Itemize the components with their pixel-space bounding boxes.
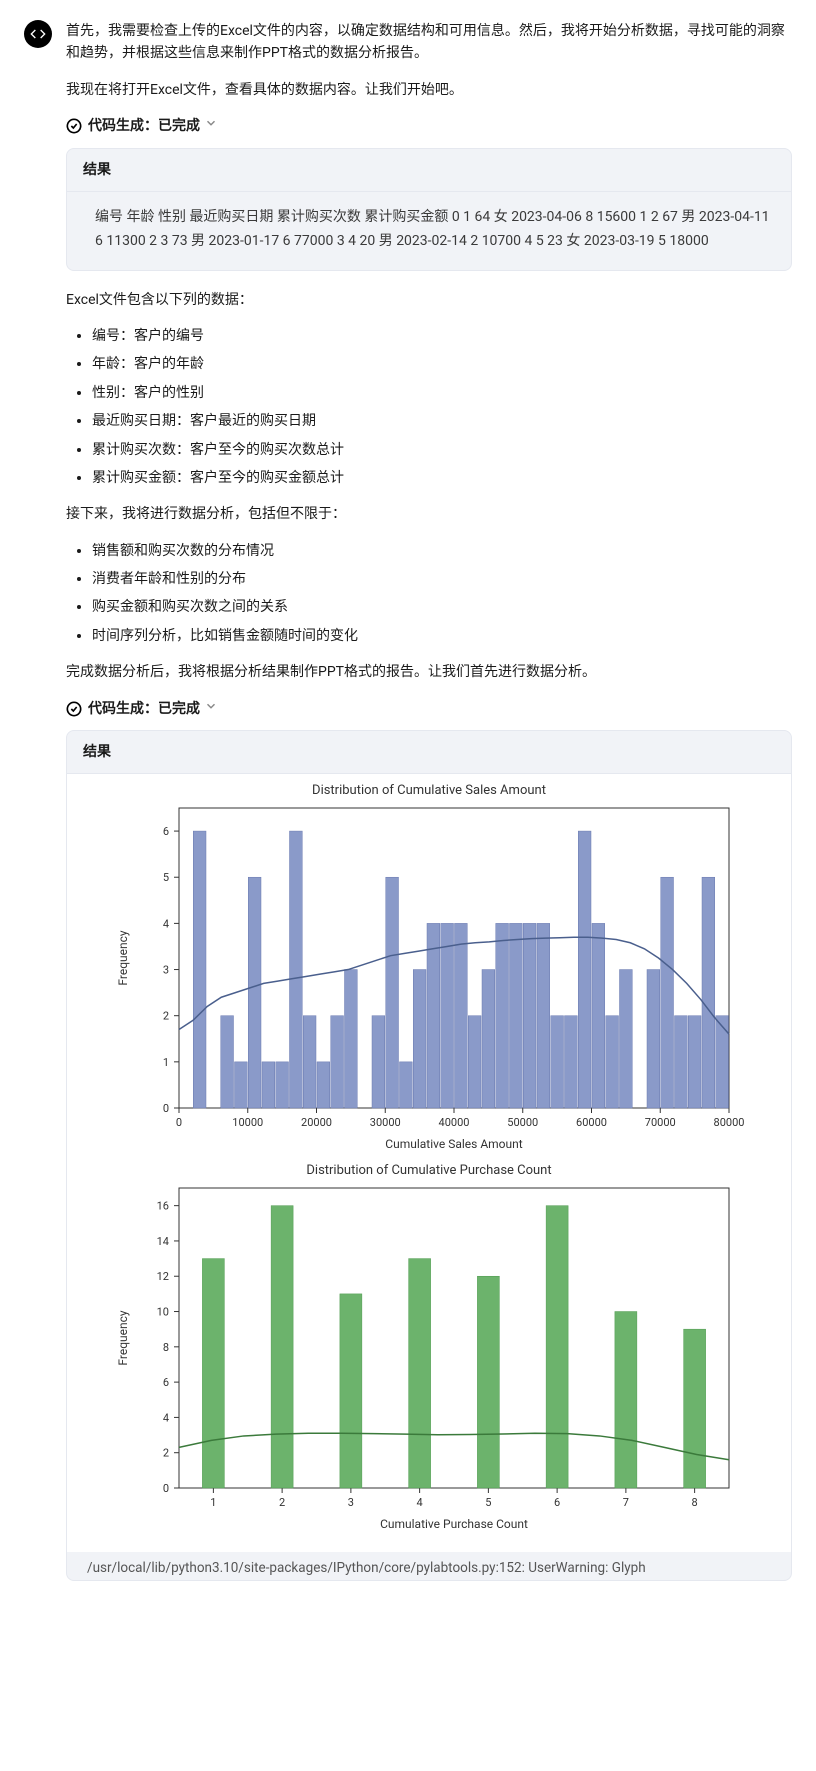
chart-sales-amount: Distribution of Cumulative Sales Amount 0…	[109, 778, 749, 1158]
result-header: 结果	[67, 731, 791, 774]
list-item: 时间序列分析，比如销售金额随时间的变化	[92, 625, 792, 647]
fields-list: 编号：客户的编号年龄：客户的年龄性别：客户的性别最近购买日期：客户最近的购买日期…	[66, 325, 792, 489]
svg-text:10: 10	[157, 1306, 169, 1319]
chevron-down-icon	[204, 115, 218, 137]
svg-text:8: 8	[163, 1341, 169, 1354]
svg-text:12: 12	[157, 1271, 169, 1284]
svg-text:6: 6	[163, 1377, 169, 1390]
svg-text:16: 16	[157, 1200, 169, 1213]
list-item: 购买金额和购买次数之间的关系	[92, 596, 792, 618]
svg-text:0: 0	[163, 1482, 169, 1495]
result-body: 编号 年龄 性别 最近购买日期 累计购买次数 累计购买金额 0 1 64 女 2…	[67, 192, 791, 270]
after-analysis: 完成数据分析后，我将根据分析结果制作PPT格式的报告。让我们首先进行数据分析。	[66, 661, 792, 683]
svg-text:1: 1	[163, 1056, 169, 1069]
svg-text:10000: 10000	[232, 1116, 263, 1129]
analysis-intro: 接下来，我将进行数据分析，包括但不限于：	[66, 503, 792, 525]
result-box-2: 结果 Distribution of Cumulative Sales Amou…	[66, 730, 792, 1581]
check-icon	[66, 701, 82, 717]
svg-text:1: 1	[210, 1496, 216, 1509]
svg-text:4: 4	[417, 1496, 423, 1509]
code-gen-status-1[interactable]: 代码生成： 已完成	[66, 115, 792, 137]
svg-text:6: 6	[554, 1496, 560, 1509]
svg-text:5: 5	[485, 1496, 491, 1509]
svg-text:Distribution of Cumulative Pur: Distribution of Cumulative Purchase Coun…	[306, 1163, 551, 1178]
code-gen-status-text: 已完成	[158, 698, 200, 720]
intro-p2: 我现在将打开Excel文件，查看具体的数据内容。让我们开始吧。	[66, 79, 792, 101]
svg-text:40000: 40000	[439, 1116, 470, 1129]
assistant-avatar	[24, 20, 52, 48]
svg-text:6: 6	[163, 825, 169, 838]
svg-text:3: 3	[348, 1496, 354, 1509]
svg-text:20000: 20000	[301, 1116, 332, 1129]
chevron-down-icon	[204, 698, 218, 720]
svg-text:8: 8	[692, 1496, 698, 1509]
result-box-1: 结果 编号 年龄 性别 最近购买日期 累计购买次数 累计购买金额 0 1 64 …	[66, 148, 792, 271]
list-item: 编号：客户的编号	[92, 325, 792, 347]
list-item: 累计购买金额：客户至今的购买金额总计	[92, 467, 792, 489]
svg-text:Cumulative Purchase Count: Cumulative Purchase Count	[380, 1517, 528, 1531]
svg-text:0: 0	[163, 1102, 169, 1115]
svg-text:2: 2	[163, 1447, 169, 1460]
intro-p1: 首先，我需要检查上传的Excel文件的内容，以确定数据结构和可用信息。然后，我将…	[66, 20, 792, 65]
svg-text:7: 7	[623, 1496, 629, 1509]
list-item: 最近购买日期：客户最近的购买日期	[92, 410, 792, 432]
svg-text:70000: 70000	[645, 1116, 676, 1129]
fields-intro: Excel文件包含以下列的数据：	[66, 289, 792, 311]
svg-text:4: 4	[163, 1412, 169, 1425]
svg-text:3: 3	[163, 964, 169, 977]
analysis-list: 销售额和购买次数的分布情况消费者年龄和性别的分布购买金额和购买次数之间的关系时间…	[66, 540, 792, 648]
svg-text:14: 14	[157, 1235, 169, 1248]
svg-text:50000: 50000	[507, 1116, 538, 1129]
svg-text:60000: 60000	[576, 1116, 607, 1129]
code-gen-status-text: 已完成	[158, 115, 200, 137]
svg-text:5: 5	[163, 872, 169, 885]
svg-text:0: 0	[176, 1116, 182, 1129]
svg-text:4: 4	[163, 918, 169, 931]
list-item: 年龄：客户的年龄	[92, 353, 792, 375]
check-icon	[66, 118, 82, 134]
svg-text:Frequency: Frequency	[116, 1310, 130, 1366]
svg-text:30000: 30000	[370, 1116, 401, 1129]
message-content: 首先，我需要检查上传的Excel文件的内容，以确定数据结构和可用信息。然后，我将…	[66, 20, 792, 1599]
svg-text:80000: 80000	[714, 1116, 745, 1129]
chart-purchase-count: Distribution of Cumulative Purchase Coun…	[109, 1158, 749, 1538]
svg-text:Cumulative Sales Amount: Cumulative Sales Amount	[385, 1137, 522, 1151]
svg-text:Distribution of Cumulative Sal: Distribution of Cumulative Sales Amount	[312, 783, 546, 798]
code-gen-label: 代码生成：	[88, 698, 158, 720]
list-item: 累计购买次数：客户至今的购买次数总计	[92, 439, 792, 461]
list-item: 性别：客户的性别	[92, 382, 792, 404]
svg-text:Frequency: Frequency	[116, 930, 130, 986]
list-item: 销售额和购买次数的分布情况	[92, 540, 792, 562]
code-gen-status-2[interactable]: 代码生成： 已完成	[66, 698, 792, 720]
list-item: 消费者年龄和性别的分布	[92, 568, 792, 590]
warning-text: /usr/local/lib/python3.10/site-packages/…	[67, 1552, 791, 1580]
svg-text:2: 2	[163, 1010, 169, 1023]
result-header: 结果	[67, 149, 791, 192]
svg-text:2: 2	[279, 1496, 285, 1509]
code-gen-label: 代码生成：	[88, 115, 158, 137]
